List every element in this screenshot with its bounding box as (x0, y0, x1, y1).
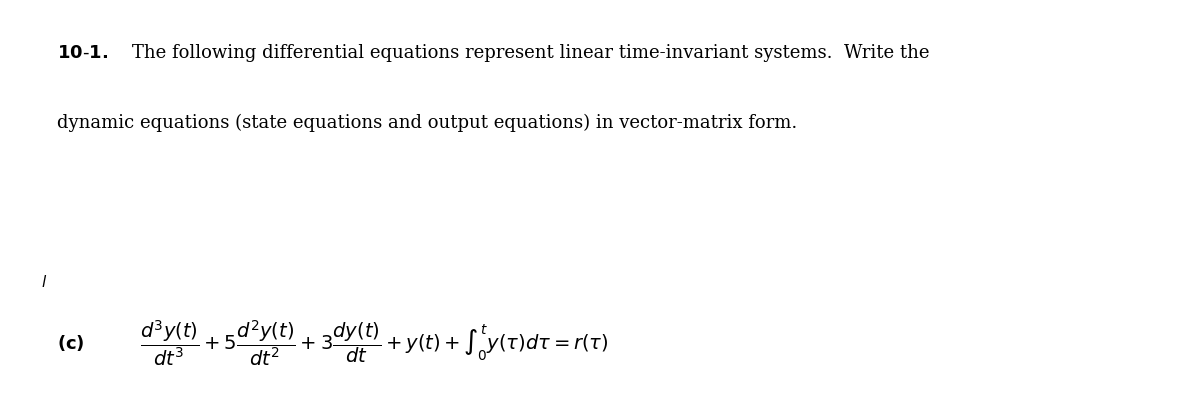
Text: dynamic equations (state equations and output equations) in vector-matrix form.: dynamic equations (state equations and o… (56, 114, 797, 132)
Text: $\mathit{l}$: $\mathit{l}$ (41, 274, 47, 290)
Text: $\mathbf{10\text{-}1.}$: $\mathbf{10\text{-}1.}$ (56, 44, 108, 62)
Text: $\dfrac{d^3y(t)}{dt^3} + 5\dfrac{d^2y(t)}{dt^2} + 3\dfrac{dy(t)}{dt} + y(t) + \i: $\dfrac{d^3y(t)}{dt^3} + 5\dfrac{d^2y(t)… (140, 319, 608, 368)
Text: $\mathbf{(c)}$: $\mathbf{(c)}$ (56, 334, 84, 354)
Text: The following differential equations represent linear time-invariant systems.  W: The following differential equations rep… (132, 44, 929, 62)
